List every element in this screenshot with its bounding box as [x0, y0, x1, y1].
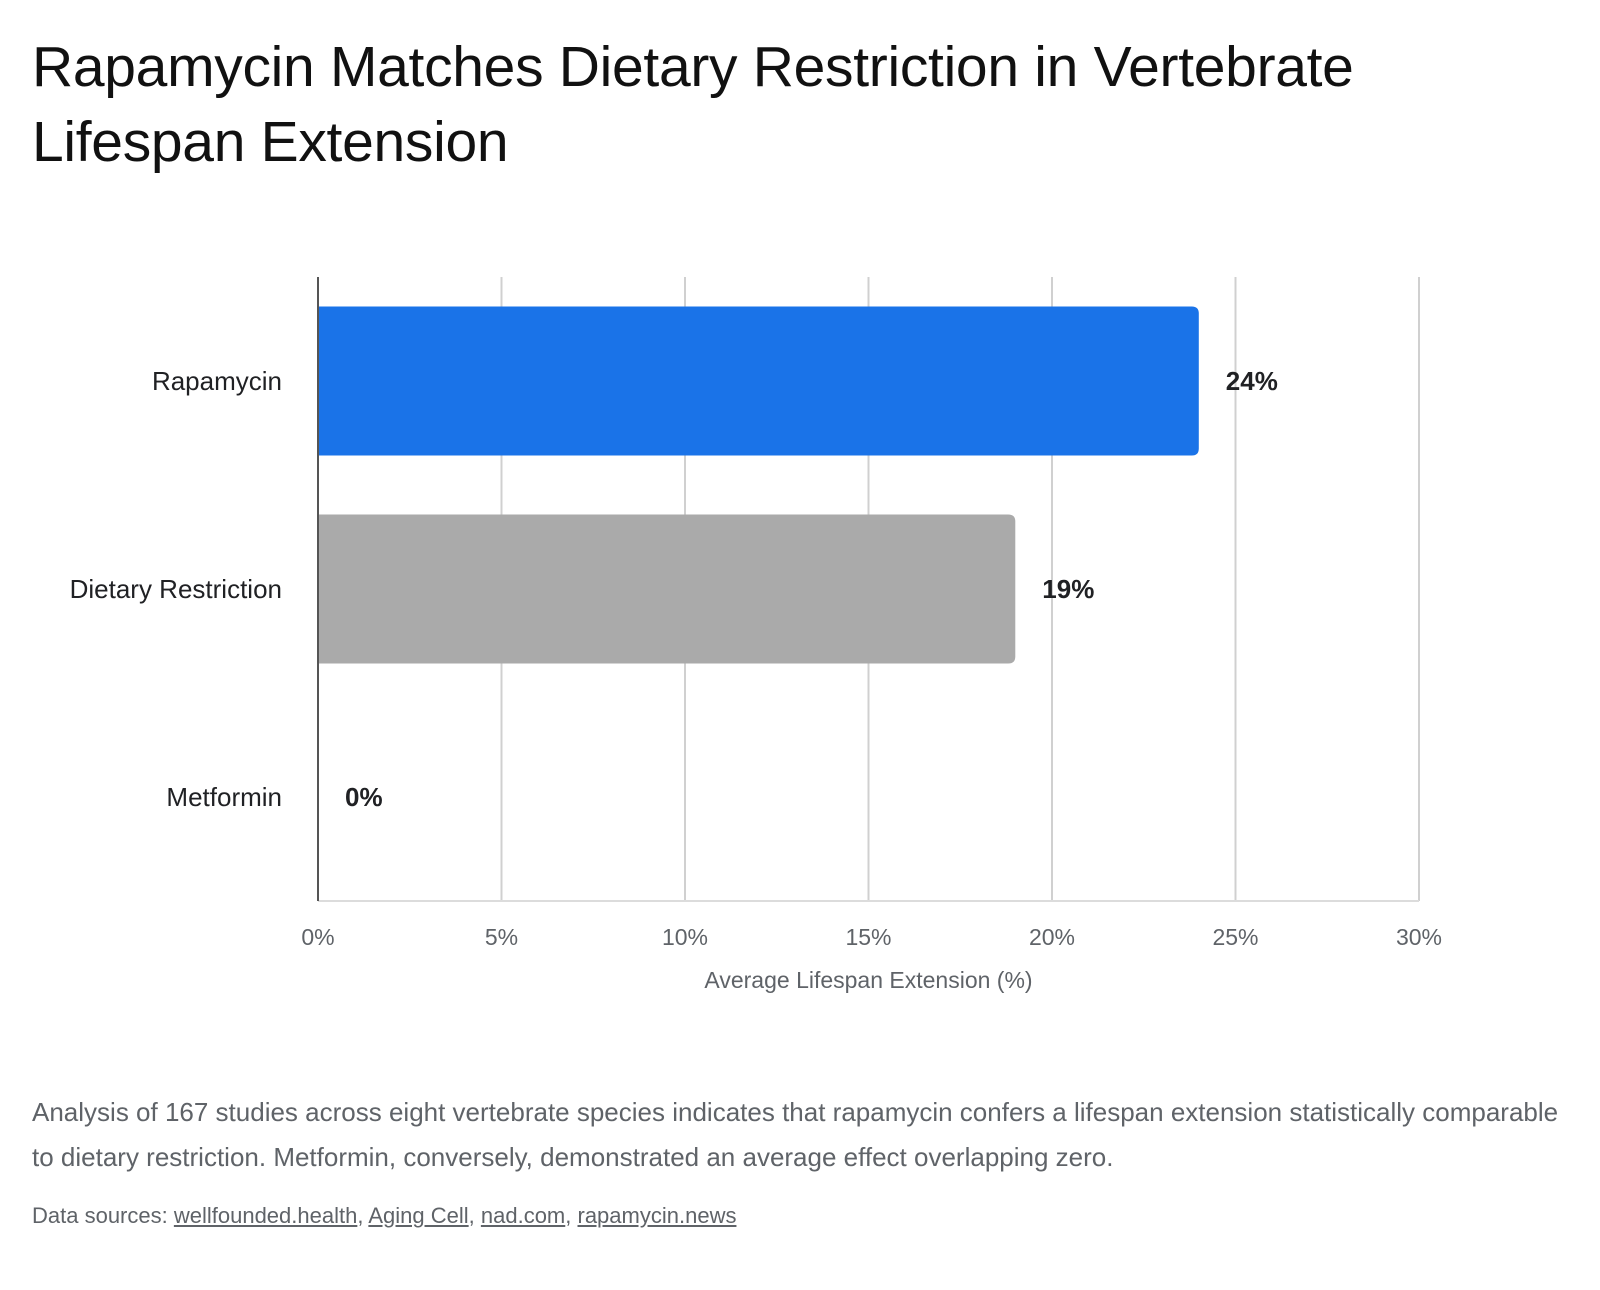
x-tick-label: 10% — [662, 924, 708, 950]
data-label: 0% — [345, 782, 383, 812]
x-tick-label: 0% — [301, 924, 334, 950]
bar-rapamycin — [318, 306, 1199, 456]
labels: 0% 5% 10% 15% 20% 25% 30% Average Lifespan Exte… — [70, 366, 1442, 993]
x-tick-label: 30% — [1396, 924, 1442, 950]
separator: , — [468, 1203, 481, 1228]
category-label: Dietary Restriction — [70, 574, 282, 604]
separator: , — [565, 1203, 578, 1228]
category-label: Rapamycin — [152, 366, 282, 396]
data-sources-label: Data sources: — [32, 1203, 168, 1228]
x-tick-label: 25% — [1212, 924, 1258, 950]
source-link-rapamycin-news[interactable]: rapamycin.news — [577, 1203, 737, 1228]
bar-dietary-restriction — [318, 514, 1016, 664]
bars — [318, 306, 1199, 664]
x-axis-title: Average Lifespan Extension (%) — [704, 967, 1032, 993]
source-link-aging-cell[interactable]: Aging Cell — [368, 1203, 469, 1228]
category-label: Metformin — [166, 782, 282, 812]
source-link-wellfounded[interactable]: wellfounded.health — [173, 1203, 358, 1228]
x-tick-label: 20% — [1029, 924, 1075, 950]
data-sources: Data sources: wellfounded.health, Aging … — [32, 1200, 736, 1232]
x-tick-label: 5% — [485, 924, 518, 950]
x-tick-label: 15% — [845, 924, 891, 950]
chart-title: Rapamycin Matches Dietary Restriction in… — [32, 35, 1354, 174]
data-label: 19% — [1042, 574, 1094, 604]
data-label: 24% — [1226, 366, 1278, 396]
chart-caption: Analysis of 167 studies across eight ver… — [32, 1097, 1559, 1172]
axes — [317, 277, 1419, 902]
separator: , — [357, 1203, 369, 1228]
source-link-nad[interactable]: nad.com — [480, 1203, 566, 1228]
bar-chart: 0% 5% 10% 15% 20% 25% 30% Average Lifespan Exte… — [70, 277, 1442, 993]
